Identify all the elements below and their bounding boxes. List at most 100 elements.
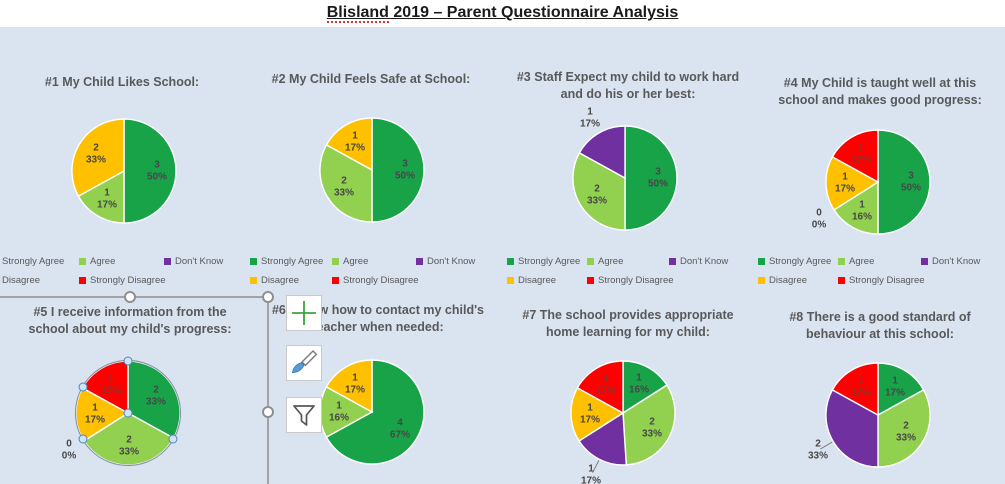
slice-value: 3 — [402, 158, 408, 170]
pie-chart-1[interactable] — [71, 118, 177, 224]
funnel-icon — [293, 405, 315, 426]
pie-slice-don-t-know[interactable] — [578, 125, 626, 180]
pie-slice-strongly-agree[interactable] — [325, 359, 425, 465]
pie-chart-3[interactable] — [572, 125, 678, 231]
chart-elements-button[interactable] — [286, 295, 322, 331]
legend-label: Agree — [90, 256, 116, 267]
legend-swatch — [79, 257, 86, 265]
pie-chart-6[interactable] — [319, 359, 425, 465]
series-point-handle[interactable] — [78, 434, 88, 444]
slice-percent: 50% — [900, 182, 922, 193]
slice-value: 2 — [93, 142, 99, 154]
pie-slice-don-t-know[interactable] — [825, 388, 879, 468]
legend-swatch — [250, 257, 257, 265]
slice-data-label: 2 33% — [896, 421, 916, 444]
slice-percent: 33% — [145, 396, 167, 407]
legend-item: Strongly Disagree — [79, 275, 166, 286]
legend-item: Strongly Disagree — [587, 275, 674, 286]
slice-value: 2 — [903, 420, 909, 432]
pie-slice-agree[interactable] — [572, 151, 626, 231]
pie-slice-agree[interactable] — [622, 384, 676, 466]
slice-value: 2 — [649, 416, 655, 428]
slice-percent: 50% — [146, 171, 168, 182]
slice-value: 1 — [104, 187, 110, 199]
pie-slice-disagree[interactable] — [325, 359, 373, 414]
slice-data-label: 2 33% — [808, 439, 828, 462]
slice-value: 1 — [587, 402, 593, 414]
chart-title-line: school about my child's progress: — [28, 322, 232, 336]
resize-handle-top-right[interactable] — [262, 291, 274, 303]
legend-item: Strongly Agree — [0, 256, 64, 267]
legend-swatch — [669, 257, 676, 265]
legend-swatch — [332, 257, 339, 265]
slice-value: 2 — [815, 438, 821, 450]
pie-slice-agree[interactable] — [877, 388, 931, 468]
pie-slice-strongly-disagree[interactable] — [831, 362, 879, 417]
slice-data-label: 1 17% — [345, 131, 365, 154]
legend-item: Strongly Disagree — [838, 275, 925, 286]
chart-title-line: teacher when needed: — [312, 320, 444, 334]
chart-title: #4 My Child is taught well at this school… — [778, 75, 982, 109]
slice-percent: 33% — [586, 195, 608, 206]
chart-title-line: #3 Staff Expect my child to work hard — [516, 70, 740, 84]
pie-slice-disagree[interactable] — [325, 117, 373, 172]
series-point-handle[interactable] — [123, 408, 133, 418]
pie-slice-strongly-agree[interactable] — [624, 125, 678, 231]
pie-slice-strongly-disagree[interactable] — [576, 360, 624, 415]
slice-data-label: 1 17% — [345, 373, 365, 396]
slice-data-label: 1 17% — [580, 403, 600, 426]
slice-value: 3 — [154, 159, 160, 171]
slice-value: 1 — [352, 372, 358, 384]
series-point-handle[interactable] — [123, 356, 133, 366]
chart-styles-button[interactable] — [286, 345, 322, 381]
pie-slice-agree[interactable] — [833, 180, 879, 235]
slice-data-label: 1 17% — [851, 376, 871, 399]
series-point-handle[interactable] — [78, 382, 88, 392]
legend-swatch — [507, 276, 514, 284]
slice-value: 0 — [816, 207, 822, 219]
pie-slice-strongly-agree[interactable] — [123, 118, 177, 224]
pie-chart-2[interactable] — [319, 117, 425, 223]
slice-percent: 17% — [579, 414, 601, 425]
slice-data-label: 3 50% — [901, 171, 921, 194]
pie-chart-4[interactable] — [825, 129, 931, 235]
chart-filters-button[interactable] — [286, 397, 322, 433]
legend-label: Agree — [849, 256, 875, 267]
slice-data-label: 1 17% — [596, 374, 616, 397]
pie-slice-strongly-disagree[interactable] — [831, 129, 879, 184]
slice-percent: 0% — [811, 219, 827, 230]
series-point-handle[interactable] — [168, 434, 178, 444]
slice-data-label: 1 17% — [851, 143, 871, 166]
pie-slice-strongly-agree[interactable] — [877, 129, 931, 235]
pie-slice-strongly-agree[interactable] — [877, 362, 925, 417]
legend-item: Don't Know — [416, 256, 475, 267]
slice-percent: 33% — [641, 428, 663, 439]
pie-slice-disagree[interactable] — [71, 118, 125, 198]
slice-value: 3 — [908, 170, 914, 182]
slice-data-label: 1 16% — [629, 373, 649, 396]
slice-percent: 50% — [647, 178, 669, 189]
legend-item: Strongly Agree — [758, 256, 831, 267]
chart-title-line: #7 The school provides appropriate — [522, 308, 734, 322]
slice-value: 1 — [636, 372, 642, 384]
slice-percent: 17% — [579, 118, 601, 129]
pie-slice-don-t-know[interactable] — [578, 411, 628, 466]
pie-slice-strongly-agree[interactable] — [622, 360, 668, 415]
resize-handle-top[interactable] — [124, 291, 136, 303]
pie-slice-strongly-agree[interactable] — [371, 117, 425, 223]
pie-slice-agree[interactable] — [77, 169, 125, 224]
slice-percent: 16% — [851, 211, 873, 222]
slice-percent: 33% — [85, 154, 107, 165]
slice-value: 1 — [858, 375, 864, 387]
slice-value: 1 — [108, 373, 114, 385]
label-leader-line — [820, 441, 833, 450]
pie-slice-agree[interactable] — [319, 143, 373, 223]
resize-handle-right[interactable] — [262, 406, 274, 418]
pie-slice-disagree[interactable] — [825, 155, 880, 211]
legend-label: Strongly Disagree — [90, 275, 166, 286]
page-title: Blisland 2019 – Parent Questionnaire Ana… — [0, 0, 1005, 27]
pie-slice-disagree[interactable] — [570, 386, 625, 442]
pie-chart-8[interactable] — [820, 362, 931, 468]
pie-chart-7[interactable] — [570, 360, 676, 473]
